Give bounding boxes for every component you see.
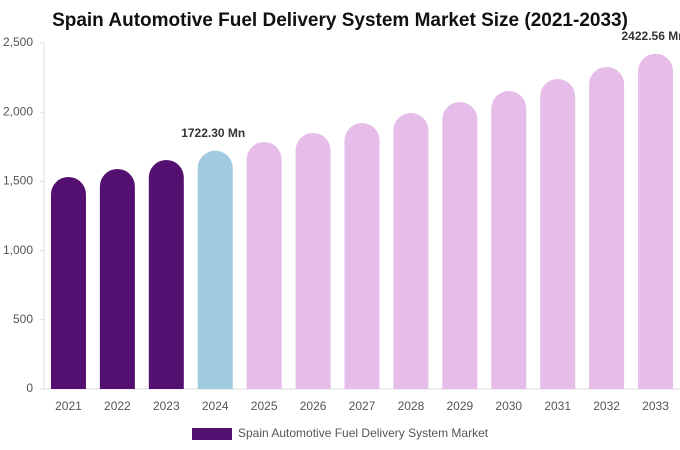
x-tick-label: 2027 [349,399,376,413]
y-tick-label: 1,500 [3,174,33,188]
value-label: 2422.56 Mn [622,29,680,43]
legend-swatch [192,428,232,440]
x-tick-label: 2029 [446,399,473,413]
bar [148,159,184,389]
x-tick-label: 2031 [544,399,571,413]
y-tick-label: 0 [26,381,33,395]
x-tick-label: 2028 [398,399,425,413]
bar [393,113,429,389]
x-tick-label: 2022 [104,399,131,413]
legend-label: Spain Automotive Fuel Delivery System Ma… [238,426,489,440]
y-tick-label: 2,500 [3,35,33,49]
x-tick-label: 2026 [300,399,327,413]
bar [491,91,527,389]
bar [197,150,233,389]
bar [638,53,674,389]
x-tick-label: 2024 [202,399,229,413]
bar [589,66,625,389]
y-tick-label: 1,000 [3,243,33,257]
x-tick-label: 2032 [593,399,620,413]
bar [540,78,576,389]
value-label: 1722.30 Mn [181,126,245,140]
bar [99,168,135,389]
x-tick-label: 2023 [153,399,180,413]
bar [344,122,380,390]
bar [295,132,331,389]
y-tick-label: 2,000 [3,104,33,118]
x-tick-label: 2025 [251,399,278,413]
chart-title: Spain Automotive Fuel Delivery System Ma… [52,10,628,31]
x-tick-label: 2021 [55,399,82,413]
bar [50,176,86,389]
y-tick-label: 500 [13,312,33,326]
x-tick-label: 2033 [642,399,669,413]
bar [246,141,282,389]
bar [442,101,478,389]
x-tick-label: 2030 [495,399,522,413]
